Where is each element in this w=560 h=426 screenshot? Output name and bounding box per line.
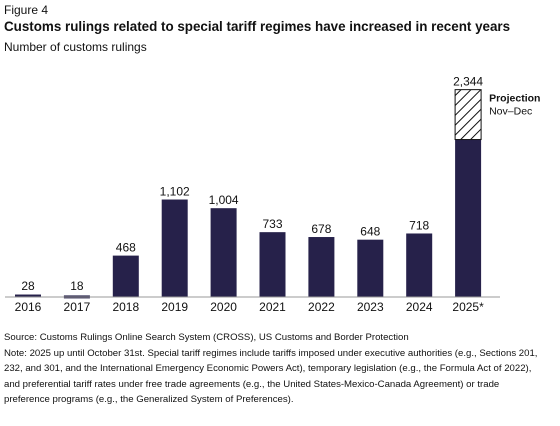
projection-sublabel: Nov–Dec (489, 106, 532, 118)
x-tick-label-2020: 2020 (210, 300, 237, 314)
data-label-2021: 733 (262, 217, 282, 231)
data-label-2019: 1,102 (160, 185, 190, 199)
x-tick-label-2023: 2023 (357, 300, 384, 314)
x-tick-label-2017: 2017 (64, 300, 91, 314)
bar-2024 (406, 233, 433, 297)
x-tick-label-2025: 2025* (452, 300, 484, 314)
bars-layer: 28 2016 18 2017 468 2018 1,102 2019 1,004 2020 733… (5, 75, 540, 314)
bar-2023 (357, 239, 384, 297)
bar-chart: 28 2016 18 2017 468 2018 1,102 2019 1,004 2020 733… (5, 75, 540, 314)
data-label-2025: 2,344 (453, 75, 483, 89)
chart-notes: Source: Customs Rulings Online Search Sy… (4, 330, 544, 408)
data-label-2018: 468 (116, 241, 136, 255)
bar-2020 (210, 208, 237, 297)
projection-bar-2025 (454, 89, 482, 141)
figure-label: Figure 4 (4, 3, 49, 17)
x-tick-label-2022: 2022 (308, 300, 335, 314)
data-label-2023: 648 (360, 225, 380, 239)
data-label-2024: 718 (409, 218, 429, 232)
x-tick-label-2021: 2021 (259, 300, 286, 314)
x-tick-label-2018: 2018 (112, 300, 139, 314)
data-label-2016: 28 (21, 279, 35, 293)
data-label-2017: 18 (70, 279, 84, 293)
x-tick-label-2019: 2019 (161, 300, 188, 314)
bar-2018 (112, 255, 139, 297)
footnote: Note: 2025 up until October 31st. Specia… (4, 347, 538, 406)
bar-2019 (161, 199, 188, 297)
bar-2021 (259, 232, 286, 297)
data-label-2022: 678 (311, 222, 331, 236)
bar-2022 (308, 237, 335, 297)
projection-label: Projection (489, 93, 540, 105)
x-tick-label-2024: 2024 (406, 300, 433, 314)
data-label-2020: 1,004 (209, 193, 239, 207)
chart-subtitle: Number of customs rulings (4, 40, 147, 54)
bar-2016 (15, 294, 41, 298)
bar-2025 (455, 139, 482, 297)
chart-title: Customs rulings related to special tarif… (4, 19, 511, 34)
source-note: Source: Customs Rulings Online Search Sy… (4, 332, 409, 343)
x-tick-label-2016: 2016 (15, 300, 42, 314)
